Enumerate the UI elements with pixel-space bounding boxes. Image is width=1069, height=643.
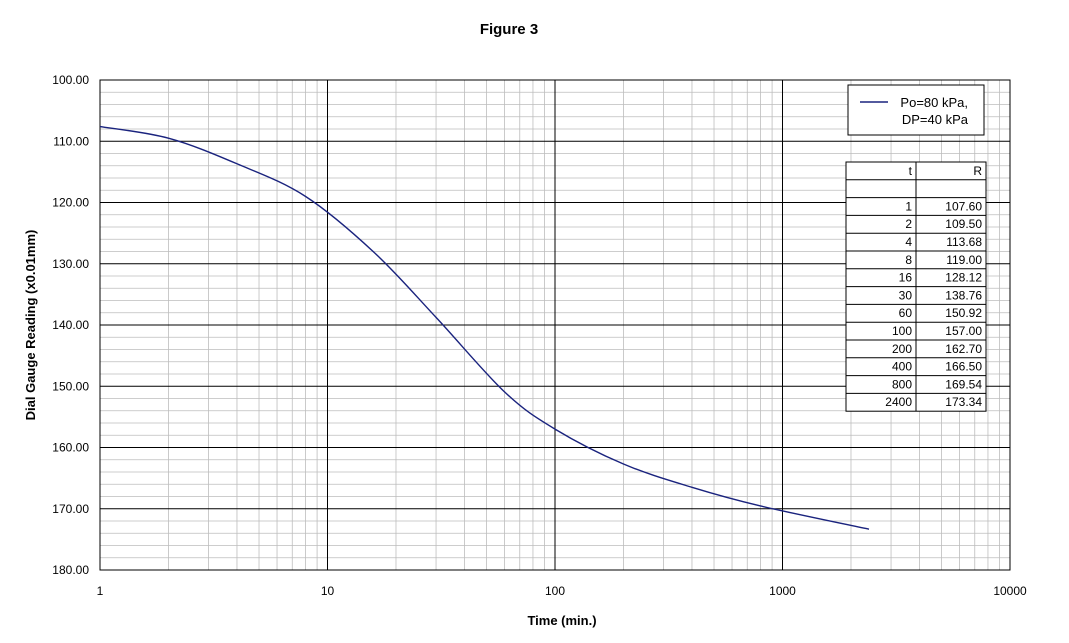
table-header-t: t xyxy=(909,164,913,178)
y-axis-ticks: 100.00 110.00 120.00 130.00 140.00 150.00 160.… xyxy=(52,73,89,577)
x-tick-label: 1000 xyxy=(769,584,796,598)
y-tick-label: 110.00 xyxy=(53,134,89,148)
x-tick-label: 1 xyxy=(97,584,104,598)
x-tick-label: 10000 xyxy=(993,584,1027,598)
y-tick-label: 140.00 xyxy=(52,318,89,332)
table-cell-r: 107.60 xyxy=(945,199,982,213)
table-cell-r: 157.00 xyxy=(945,324,982,338)
y-tick-label: 100.00 xyxy=(52,73,89,87)
table-cell-t: 100 xyxy=(892,324,912,338)
table-cell-r: 109.50 xyxy=(945,217,982,231)
table-cell-t: 200 xyxy=(892,342,912,356)
y-tick-label: 120.00 xyxy=(52,196,89,210)
table-cell-t: 2400 xyxy=(885,395,912,409)
table-header-r: R xyxy=(973,164,982,178)
x-axis-ticks: 1 10 100 1000 10000 xyxy=(97,584,1027,598)
table-cell-r: 128.12 xyxy=(945,271,982,285)
y-tick-label: 170.00 xyxy=(52,502,89,516)
x-tick-label: 100 xyxy=(545,584,565,598)
y-axis-title: Dial Gauge Reading (x0.01mm) xyxy=(23,230,38,421)
legend-label-line-2: DP=40 kPa xyxy=(902,112,969,127)
table-cell-r: 173.34 xyxy=(945,395,982,409)
table-cell-r: 119.00 xyxy=(946,253,982,267)
legend-label-line-1: Po=80 kPa, xyxy=(900,95,968,110)
table-cell-t: 1 xyxy=(905,199,912,213)
plot-area-border xyxy=(99,79,1011,571)
table-cell-r: 166.50 xyxy=(945,360,982,374)
data-table: t R 1 107.60 2 109.50 4 113.68 8 119.00 16 128.12 30… xyxy=(845,161,987,412)
legend-box xyxy=(847,84,985,136)
y-tick-label: 180.00 xyxy=(52,563,89,577)
table-cell-t: 2 xyxy=(905,217,912,231)
table-cell-t: 4 xyxy=(905,235,912,249)
chart-title: Figure 3 xyxy=(480,21,538,38)
table-cell-r: 169.54 xyxy=(945,377,982,391)
table-cell-r: 138.76 xyxy=(945,288,982,302)
table-cell-t: 800 xyxy=(892,377,912,391)
table-cell-r: 150.92 xyxy=(945,306,982,320)
table-cell-t: 400 xyxy=(892,360,912,374)
table-cell-t: 16 xyxy=(899,271,913,285)
table-cell-r: 162.70 xyxy=(945,342,982,356)
y-tick-label: 130.00 xyxy=(52,257,89,271)
major-grid xyxy=(100,80,1010,570)
table-cell-r: 113.68 xyxy=(946,235,982,249)
table-cell-t: 8 xyxy=(905,253,912,267)
table-cell-t: 60 xyxy=(899,306,913,320)
legend: Po=80 kPa, DP=40 kPa xyxy=(847,84,985,136)
x-axis-title: Time (min.) xyxy=(527,613,596,628)
table-cell-t: 30 xyxy=(899,288,913,302)
y-tick-label: 150.00 xyxy=(52,379,89,393)
y-tick-label: 160.00 xyxy=(52,441,89,455)
x-tick-label: 10 xyxy=(321,584,335,598)
series-line xyxy=(99,125,870,530)
